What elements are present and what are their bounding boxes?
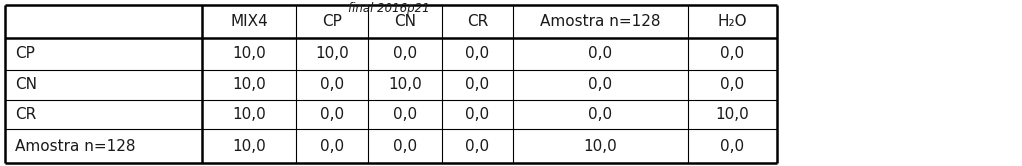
Text: 0,0: 0,0: [589, 107, 612, 122]
Text: 0,0: 0,0: [589, 46, 612, 61]
Text: 10,0: 10,0: [232, 77, 267, 92]
Text: Amostra n=128: Amostra n=128: [541, 14, 660, 29]
Text: 10,0: 10,0: [232, 107, 267, 122]
Text: 0,0: 0,0: [589, 77, 612, 92]
Text: 0,0: 0,0: [320, 107, 344, 122]
Text: 10,0: 10,0: [315, 46, 350, 61]
Text: 0,0: 0,0: [320, 77, 344, 92]
Text: 10,0: 10,0: [232, 139, 267, 154]
Text: 0,0: 0,0: [392, 46, 417, 61]
Text: CN: CN: [393, 14, 416, 29]
Text: 0,0: 0,0: [320, 139, 344, 154]
Text: 0,0: 0,0: [392, 139, 417, 154]
Text: Amostra n=128: Amostra n=128: [15, 139, 136, 154]
Text: 10,0: 10,0: [387, 77, 422, 92]
Text: CR: CR: [467, 14, 487, 29]
Text: 10,0: 10,0: [584, 139, 617, 154]
Text: 0,0: 0,0: [721, 77, 744, 92]
Text: 0,0: 0,0: [721, 139, 744, 154]
Text: H₂O: H₂O: [717, 14, 747, 29]
Text: CN: CN: [15, 77, 38, 92]
Text: CP: CP: [15, 46, 35, 61]
Text: CP: CP: [322, 14, 342, 29]
Text: MIX4: MIX4: [231, 14, 268, 29]
Text: 0,0: 0,0: [465, 107, 490, 122]
Text: 10,0: 10,0: [715, 107, 749, 122]
Text: 0,0: 0,0: [721, 46, 744, 61]
Text: 0,0: 0,0: [465, 46, 490, 61]
Text: 0,0: 0,0: [465, 77, 490, 92]
Text: 0,0: 0,0: [465, 139, 490, 154]
Text: CR: CR: [15, 107, 37, 122]
Text: 0,0: 0,0: [392, 107, 417, 122]
Text: final 2016p21: final 2016p21: [347, 2, 429, 15]
Text: 10,0: 10,0: [232, 46, 267, 61]
